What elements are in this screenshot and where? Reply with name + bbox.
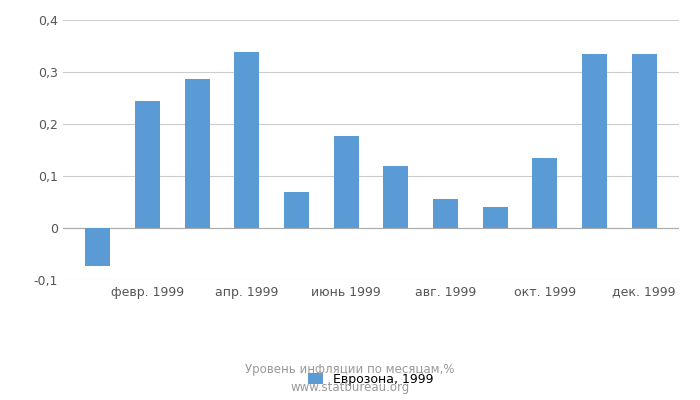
Text: www.statbureau.org: www.statbureau.org [290, 382, 410, 394]
Bar [85, 228, 110, 266]
Bar [334, 136, 358, 228]
Bar [582, 54, 607, 228]
Bar [185, 79, 209, 228]
Bar [632, 54, 657, 228]
Text: Уровень инфляции по месяцам,%: Уровень инфляции по месяцам,% [245, 364, 455, 376]
Bar [483, 207, 507, 228]
Bar [284, 192, 309, 228]
Bar [135, 101, 160, 228]
Bar [384, 166, 408, 228]
Bar [234, 52, 259, 228]
Bar [533, 158, 557, 228]
Bar [433, 199, 458, 228]
Legend: Еврозона, 1999: Еврозона, 1999 [303, 368, 439, 391]
